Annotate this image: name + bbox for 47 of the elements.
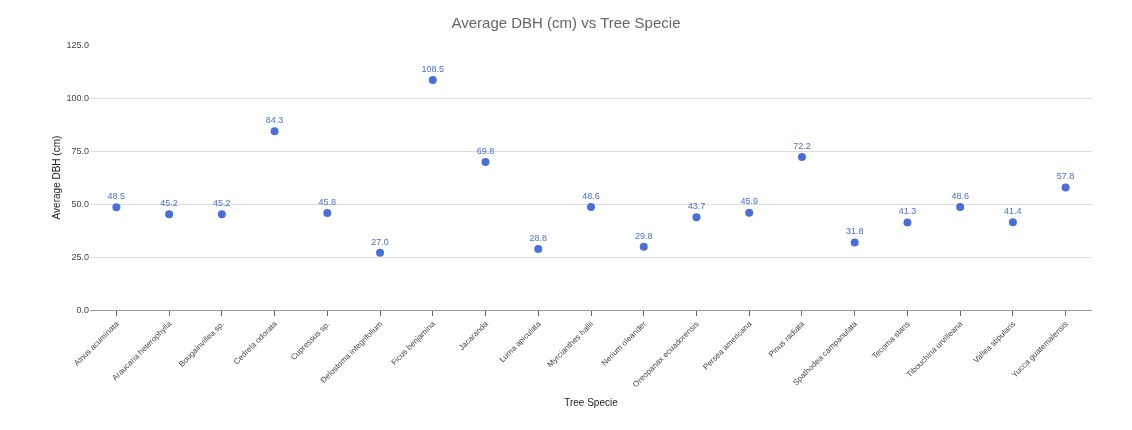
data-label: 57.8 [1056, 171, 1075, 182]
data-label: 43.7 [687, 201, 706, 212]
y-tick-label: 125.0 [66, 40, 89, 51]
y-tick-label: 25.0 [71, 252, 89, 263]
data-label: 29.8 [634, 230, 653, 241]
y-tick-label: 0.0 [76, 305, 89, 316]
point [376, 248, 385, 257]
point [534, 244, 543, 253]
data-label: 41.3 [898, 206, 917, 217]
chart-title: Average DBH (cm) vs Tree Specie [451, 13, 681, 31]
data-label: 48.6 [582, 190, 600, 201]
point [1061, 183, 1070, 192]
data-label: 108.5 [421, 63, 445, 74]
data-label: 31.8 [845, 226, 864, 237]
point [850, 238, 859, 247]
point [112, 203, 121, 212]
data-label: 45.9 [740, 196, 758, 207]
data-label: 27.0 [371, 236, 389, 247]
point [903, 218, 912, 227]
point [481, 158, 490, 167]
data-label: 28.8 [529, 232, 548, 243]
data-label: 69.8 [476, 145, 495, 156]
data-label: 84.3 [265, 115, 284, 126]
point [587, 202, 595, 211]
data-label: 48.6 [951, 190, 969, 201]
y-tick-label: 100.0 [66, 93, 89, 104]
point [797, 152, 806, 161]
point [639, 242, 648, 251]
point [1008, 218, 1017, 227]
data-label: 45.2 [213, 197, 231, 208]
data-label: 72.2 [793, 140, 811, 151]
y-tick-label: 75.0 [71, 146, 89, 157]
point [428, 75, 437, 84]
point [323, 208, 332, 217]
y-tick-label: 50.0 [71, 199, 89, 210]
point [745, 208, 754, 217]
point [692, 213, 701, 222]
data-label: 45.8 [318, 196, 337, 207]
point [270, 127, 279, 136]
point [217, 210, 226, 219]
data-label: 41.4 [1004, 205, 1022, 216]
point [165, 210, 174, 219]
y-axis-title: Average DBH (cm) [51, 135, 62, 220]
point [956, 202, 965, 211]
data-label: 48.5 [107, 190, 126, 201]
data-label: 45.2 [160, 197, 178, 208]
x-axis-title: Tree Specie [564, 396, 619, 408]
